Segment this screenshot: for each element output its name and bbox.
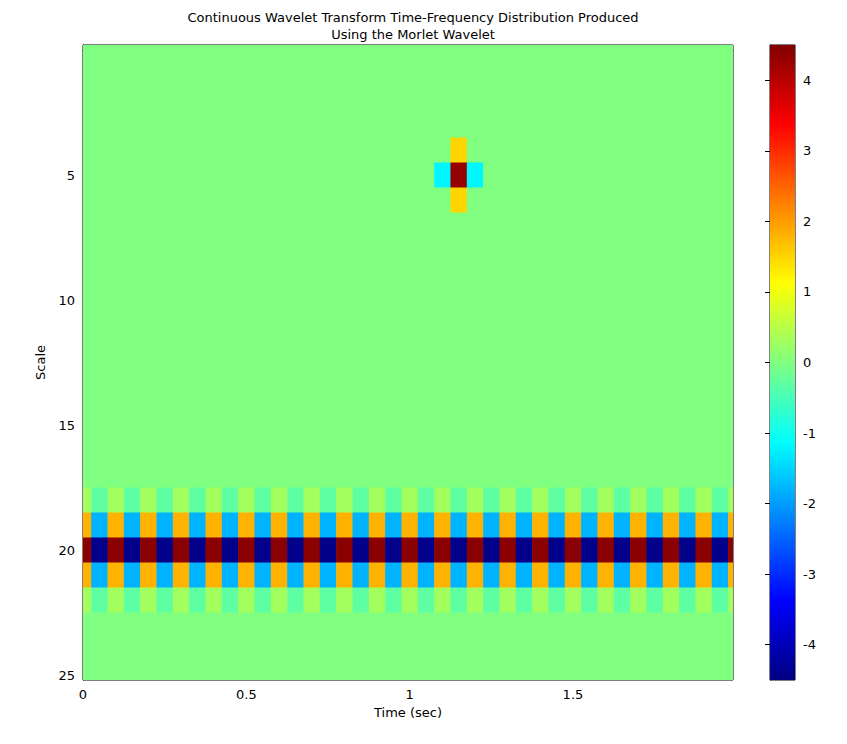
svg-text:5: 5 [67, 168, 75, 183]
svg-text:1.5: 1.5 [563, 687, 584, 702]
svg-text:-1: -1 [803, 426, 816, 441]
svg-text:Using the Morlet Wavelet: Using the Morlet Wavelet [331, 27, 495, 42]
svg-text:1: 1 [405, 687, 413, 702]
svg-text:1: 1 [803, 284, 811, 299]
svg-text:Scale: Scale [33, 345, 48, 380]
svg-text:3: 3 [803, 143, 811, 158]
svg-text:Time (sec): Time (sec) [373, 705, 442, 720]
svg-text:20: 20 [58, 543, 75, 558]
svg-text:10: 10 [58, 293, 75, 308]
svg-text:0.5: 0.5 [236, 687, 257, 702]
svg-text:-3: -3 [803, 567, 816, 582]
svg-text:0: 0 [79, 687, 87, 702]
svg-text:2: 2 [803, 214, 811, 229]
svg-text:-2: -2 [803, 496, 816, 511]
svg-text:25: 25 [58, 668, 75, 683]
svg-text:Continuous Wavelet Transform T: Continuous Wavelet Transform Time-Freque… [187, 10, 638, 25]
svg-text:4: 4 [803, 73, 811, 88]
svg-text:15: 15 [58, 418, 75, 433]
svg-text:-4: -4 [803, 637, 816, 652]
svg-text:0: 0 [803, 355, 811, 370]
